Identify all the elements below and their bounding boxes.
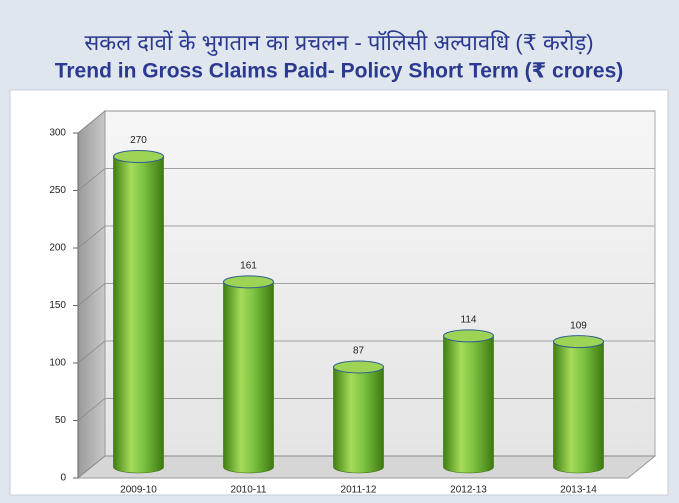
marks: 2009-10 270 2010-11 161 2011-12 87 2012-13 114 2… <box>113 135 604 496</box>
value-label: 87 <box>353 346 365 357</box>
y-tick-label: 150 <box>49 300 66 311</box>
chart-subtitle: Trend in Gross Claims Paid- Policy Short… <box>55 60 624 83</box>
bar <box>443 335 494 474</box>
grid-line <box>77 225 655 249</box>
x-tick-label: 2013-14 <box>560 485 597 496</box>
bar-top <box>553 335 604 349</box>
x-tick-label: 2009-10 <box>120 485 157 496</box>
value-label: 270 <box>130 135 147 146</box>
grid-line <box>77 168 655 191</box>
bar <box>113 156 164 474</box>
bar-top <box>333 360 384 374</box>
bar <box>223 281 274 474</box>
grid-line <box>77 283 655 306</box>
y-tick-label: 0 <box>60 473 66 484</box>
grid-line <box>77 110 655 134</box>
value-label: 114 <box>461 315 477 326</box>
bar <box>553 341 604 474</box>
y-tick-label: 300 <box>49 128 66 139</box>
y-tick-label: 50 <box>55 415 67 426</box>
bar-top <box>443 329 494 343</box>
x-tick-label: 2011-12 <box>341 485 377 496</box>
x-tick-label: 2010-11 <box>231 485 267 496</box>
y-tick-label: 100 <box>49 358 66 369</box>
value-label: 109 <box>570 320 587 331</box>
y-tick-label: 250 <box>49 185 66 196</box>
bar-top <box>223 275 274 289</box>
x-tick-label: 2012-13 <box>450 485 487 496</box>
bar <box>333 366 384 474</box>
value-label: 161 <box>240 260 257 271</box>
chart-title: सकल दावों के भुगतान का प्रचलन - पॉलिसी अ… <box>84 30 593 56</box>
bar-top <box>113 150 164 163</box>
y-tick-label: 200 <box>49 243 66 254</box>
